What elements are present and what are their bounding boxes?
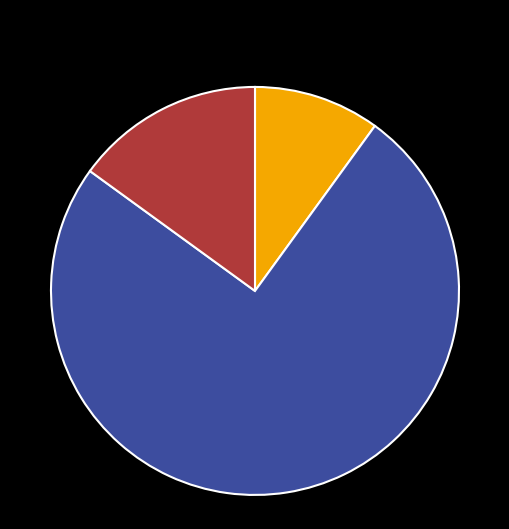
Wedge shape xyxy=(51,126,458,495)
Legend: , , : , , xyxy=(148,0,361,7)
Wedge shape xyxy=(90,87,254,291)
Wedge shape xyxy=(254,87,374,291)
